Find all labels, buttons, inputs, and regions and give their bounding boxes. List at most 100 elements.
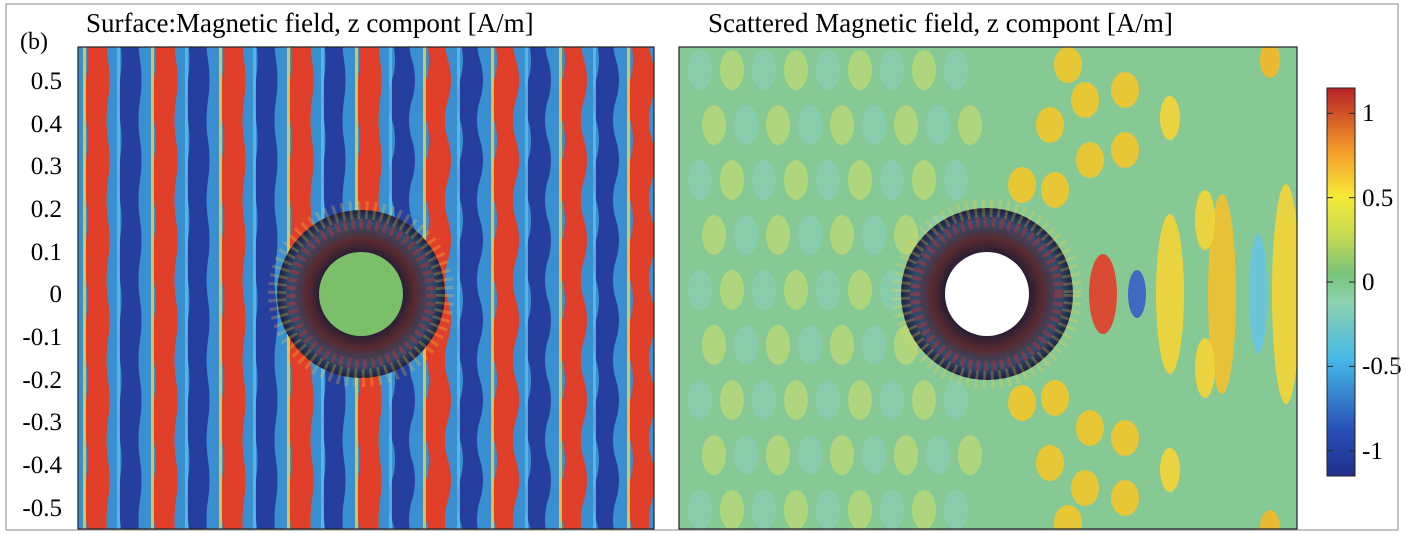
colorbar-tick-label: -0.5	[1362, 353, 1402, 381]
panel-label: (b)	[20, 29, 48, 55]
band-edge	[151, 47, 154, 529]
band-edge	[83, 47, 86, 529]
scattered-field-lobe	[734, 105, 758, 145]
y-tick-label: 0.1	[30, 238, 62, 266]
scattered-field-lobe	[734, 215, 758, 255]
band-edge	[593, 47, 596, 529]
negative-field-band	[254, 47, 278, 529]
scattered-field-lobe	[848, 270, 872, 310]
scattered-field-lobe	[862, 325, 886, 365]
negative-field-band	[525, 47, 551, 529]
y-tick-label: -0.5	[22, 494, 62, 522]
scattered-field-lobe	[784, 160, 808, 200]
scattered-field-lobe	[702, 105, 726, 145]
scattered-field-lobe	[1076, 142, 1104, 178]
scattered-field-lobe	[1111, 132, 1139, 168]
scattered-field-lobe	[894, 215, 918, 255]
scattered-field-lobe	[830, 325, 854, 365]
scattered-field-lobe	[848, 490, 872, 529]
scattered-field-lobe	[880, 160, 904, 200]
negative-field-band	[457, 47, 483, 529]
scattered-field-lobe	[848, 380, 872, 420]
y-tick-label: -0.3	[22, 409, 62, 437]
positive-field-band	[559, 47, 587, 529]
y-tick-label: 0.4	[30, 110, 62, 138]
colorbar-tick-label: 0.5	[1362, 184, 1394, 212]
scattered-field-lobe	[752, 490, 776, 529]
scattered-field-lobe	[784, 270, 808, 310]
positive-field-band	[84, 47, 110, 529]
scattered-field-lobe	[1111, 480, 1139, 516]
scattered-field-lobe	[784, 490, 808, 529]
scattered-field-lobe	[1111, 420, 1139, 456]
scattered-field-lobe	[1260, 510, 1280, 529]
band-edge	[219, 47, 222, 529]
band-edge	[627, 47, 630, 529]
scattered-field-lobe	[830, 215, 854, 255]
scattered-field-lobe	[1008, 167, 1036, 203]
scattered-field-lobe	[1054, 505, 1082, 529]
scattered-field-lobe	[944, 490, 968, 529]
scattered-field-lobe	[816, 490, 840, 529]
band-edge	[185, 47, 188, 529]
positive-field-band	[491, 47, 519, 529]
band-edge	[457, 47, 460, 529]
scattered-field-lobe	[688, 380, 712, 420]
scattered-field-lobe	[1156, 214, 1184, 374]
right-cylinder-core	[945, 252, 1029, 336]
scattered-field-lobe	[798, 215, 822, 255]
scattered-field-lobe	[798, 325, 822, 365]
scattered-field-lobe	[752, 160, 776, 200]
scattered-field-lobe	[880, 50, 904, 90]
scattered-field-lobe	[1208, 194, 1236, 394]
scattered-field-lobe	[688, 270, 712, 310]
scattered-field-lobe	[1249, 234, 1267, 354]
scattered-field-lobe	[734, 325, 758, 365]
scattered-field-lobe	[926, 435, 950, 475]
scattered-field-lobe	[894, 435, 918, 475]
scattered-field-lobe	[784, 50, 808, 90]
scattered-field-lobe	[702, 325, 726, 365]
scattered-field-lobe	[958, 435, 982, 475]
scattered-field-lobe	[1071, 82, 1099, 118]
scattered-field-lobe	[912, 380, 936, 420]
scattered-field-lobe	[830, 105, 854, 145]
band-edge	[253, 47, 256, 529]
band-edge	[559, 47, 562, 529]
scattered-field-lobe	[798, 435, 822, 475]
scattered-field-lobe	[862, 435, 886, 475]
scattered-field-lobe	[1054, 47, 1082, 83]
scattered-field-lobe	[1076, 410, 1104, 446]
scattered-field-lobe	[1041, 380, 1069, 416]
scattered-field-lobe	[752, 270, 776, 310]
scattered-field-lobe	[784, 380, 808, 420]
positive-field-band	[152, 47, 178, 529]
scattered-field-lobe	[880, 380, 904, 420]
scattered-field-lobe	[912, 490, 936, 529]
y-tick-label: 0.5	[30, 68, 62, 96]
negative-field-band	[118, 47, 142, 529]
negative-field-band	[186, 47, 210, 529]
scattered-field-lobe	[1160, 96, 1180, 140]
band-edge	[525, 47, 528, 529]
colorbar-tick-label: 1	[1362, 100, 1375, 128]
scattered-field-lobe	[1128, 270, 1146, 318]
y-tick-label: -0.2	[22, 366, 62, 394]
scattered-field-lobe	[944, 380, 968, 420]
scattered-field-lobe	[720, 160, 744, 200]
scattered-field-lobe	[702, 215, 726, 255]
scattered-field-lobe	[734, 435, 758, 475]
scattered-field-lobe	[944, 50, 968, 90]
scattered-field-lobe	[720, 50, 744, 90]
scattered-field-lobe	[1195, 338, 1215, 398]
scattered-field-lobe	[1071, 470, 1099, 506]
scattered-field-lobe	[1036, 107, 1064, 143]
scattered-field-lobe	[1272, 184, 1297, 404]
scattered-field-lobe	[702, 435, 726, 475]
scattered-field-lobe	[688, 50, 712, 90]
scattered-field-lobe	[848, 160, 872, 200]
y-tick-label: 0	[49, 281, 63, 309]
scattered-field-lobe	[752, 380, 776, 420]
scattered-field-lobe	[894, 105, 918, 145]
